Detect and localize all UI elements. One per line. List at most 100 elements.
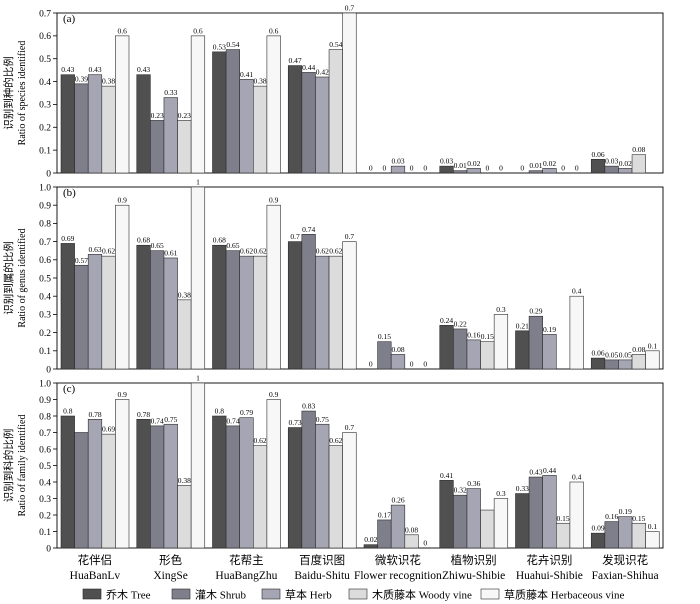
y-axis-title-en: Ratio of genus identified (17, 228, 28, 327)
data-label: 0.62 (254, 247, 267, 256)
data-label: 0.09 (591, 524, 604, 533)
y-tick-label: 0.6 (39, 445, 51, 455)
y-tick-label: 0.4 (39, 478, 51, 488)
bar (115, 204, 130, 370)
data-label: 0.15 (481, 332, 494, 341)
y-tick-label: 0.3 (39, 101, 51, 111)
bar (163, 257, 178, 370)
bar (590, 357, 606, 370)
bar (301, 234, 316, 370)
legend-label: 灌木 Shrub (195, 589, 247, 602)
bar (287, 241, 303, 370)
bar (60, 74, 75, 174)
data-label: 0.19 (543, 325, 556, 334)
data-label: 0.74 (151, 416, 164, 425)
bar (453, 494, 468, 549)
data-label: 0.73 (288, 418, 301, 427)
panel-c: 0 0.1 0.2 0.3 0.4 0.5 0.6 0.7 0.8 0.9 1.0 (c) 识别到科的比… (2, 374, 664, 554)
data-label: 0.08 (632, 345, 645, 354)
data-label: 0.7 (345, 423, 355, 432)
y-tick-label: 0.2 (39, 329, 51, 339)
bar (377, 341, 392, 370)
data-label: 0.43 (137, 65, 150, 74)
legend-swatch (82, 588, 102, 600)
y-tick-label: 0.8 (39, 220, 51, 230)
bar (315, 423, 330, 549)
bar (190, 186, 206, 370)
chart-legend: 乔木 Tree 灌木 Shrub 草本 Herb 木质藤本 Woody vine 草质藤… (82, 588, 624, 602)
x-category-en: Faxian-Shihua (592, 570, 659, 582)
data-label: 1 (196, 374, 200, 383)
data-label: 0 (499, 164, 503, 173)
bar (439, 325, 454, 370)
y-tick-label: 0.9 (39, 396, 51, 406)
bar (604, 359, 619, 370)
y-tick-label: 0.4 (39, 293, 51, 303)
legend-label: 乔木 Tree (106, 589, 151, 602)
bar (87, 418, 103, 549)
bar (266, 399, 281, 549)
data-label: 0.02 (467, 159, 480, 168)
y-tick-label: 0.3 (39, 311, 51, 321)
bar (287, 427, 303, 549)
bar (631, 522, 646, 549)
y-tick-label: 0.1 (39, 528, 51, 538)
bar (225, 425, 241, 549)
bar (493, 314, 509, 370)
bar (645, 350, 660, 370)
bar (569, 481, 584, 549)
x-category-cn: 花卉识别 (526, 554, 572, 567)
data-label: 0.08 (405, 525, 418, 534)
x-category-en: Huahui-Shibie (516, 570, 583, 582)
bar (645, 531, 660, 549)
bar (328, 49, 343, 174)
data-label: 0.44 (543, 466, 556, 475)
bar (590, 532, 606, 549)
panel-label: (a) (63, 13, 76, 25)
bar (604, 521, 619, 549)
bar (453, 328, 468, 370)
panel-b: 0 0.1 0.2 0.3 0.4 0.5 0.6 0.7 0.8 0.9 1.0 (b) 识别到属的比… (2, 178, 664, 375)
bar (515, 493, 530, 549)
y-axis-title-en: Ratio of family identified (17, 415, 28, 517)
data-label: 0.7 (345, 4, 355, 13)
data-label: 0.43 (529, 468, 542, 477)
data-label: 0 (423, 164, 427, 173)
bar (542, 168, 557, 174)
bar (253, 445, 268, 549)
bar (342, 432, 357, 549)
data-label: 0.15 (557, 514, 570, 523)
bar (315, 76, 330, 174)
y-axis-title-cn: 识别到种的比例 (2, 56, 15, 130)
data-label: 0.9 (118, 196, 128, 205)
data-label: 0.39 (75, 74, 88, 83)
bar (87, 74, 103, 174)
y-tick-label: 0.8 (39, 412, 51, 422)
data-label: 0.17 (378, 510, 391, 519)
bar (390, 354, 406, 370)
data-label: 0.54 (329, 40, 342, 49)
data-label: 0.16 (605, 512, 618, 521)
bar (618, 168, 633, 174)
bar (618, 516, 633, 549)
data-label: 0.62 (102, 247, 115, 256)
y-tick-label: 1.0 (39, 183, 51, 193)
bar (466, 488, 481, 549)
data-label: 0.02 (543, 159, 556, 168)
y-tick-label: 0.7 (39, 429, 51, 439)
data-label: 0.3 (496, 305, 506, 314)
x-category-en: HuaBangZhu (215, 570, 277, 582)
data-label: 0.9 (269, 196, 279, 205)
bar (136, 244, 151, 370)
bar (631, 354, 646, 370)
data-label: 0.74 (226, 416, 239, 425)
bar (439, 480, 454, 549)
data-label: 0.78 (137, 410, 150, 419)
y-tick-label: 0 (46, 169, 51, 179)
data-label: 0.33 (516, 484, 529, 493)
data-label: 0.23 (151, 111, 164, 120)
data-label: 0 (410, 164, 414, 173)
data-label: 0.41 (240, 70, 253, 79)
x-category-cn: 植物识别 (451, 553, 497, 567)
